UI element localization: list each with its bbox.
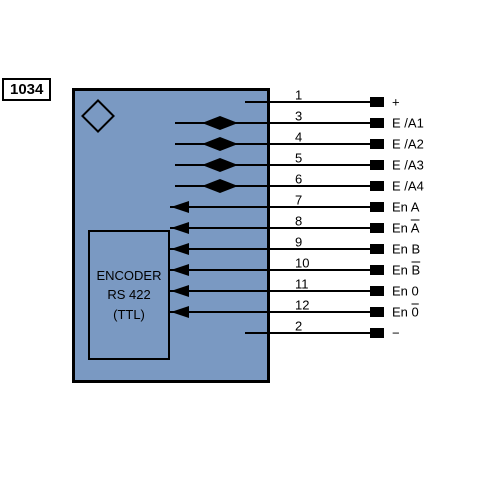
signal-line: [270, 143, 370, 145]
pin-number: 8: [295, 214, 302, 229]
signal-line: [175, 185, 270, 187]
signal-line: [175, 164, 270, 166]
signal-line: [270, 122, 370, 124]
pin-number: 5: [295, 151, 302, 166]
signal-line: [175, 143, 270, 145]
pin-number: 6: [295, 172, 302, 187]
arrow-in-icon: [171, 222, 189, 234]
pin-label: E /A1: [392, 116, 424, 131]
signal-line: [170, 248, 370, 250]
signal-line: [270, 332, 370, 334]
terminal-block: [370, 223, 384, 233]
pin-number: 7: [295, 193, 302, 208]
terminal-block: [370, 181, 384, 191]
pin-label: E /A3: [392, 158, 424, 173]
arrow-in-icon: [171, 201, 189, 213]
encoder-label-line: ENCODER: [90, 266, 168, 286]
terminal-block: [370, 97, 384, 107]
pin-number: 1: [295, 88, 302, 103]
signal-line: [170, 269, 370, 271]
pin-number: 9: [295, 235, 302, 250]
signal-line: [170, 311, 370, 313]
pin-label: −: [392, 326, 400, 341]
pin-number: 2: [295, 319, 302, 334]
encoder-label-line: (TTL): [90, 305, 168, 325]
pin-label: E /A2: [392, 137, 424, 152]
terminal-block: [370, 307, 384, 317]
pin-label: En A: [392, 221, 419, 236]
terminal-block: [370, 160, 384, 170]
terminal-block: [370, 202, 384, 212]
signal-line: [170, 227, 370, 229]
signal-line: [245, 332, 270, 334]
pin-label: E /A4: [392, 179, 424, 194]
pin-label: En A: [392, 200, 419, 215]
pin-number: 11: [295, 277, 309, 292]
encoder-box: ENCODERRS 422(TTL): [88, 230, 170, 360]
signal-line: [170, 290, 370, 292]
terminal-block: [370, 328, 384, 338]
arrow-in-icon: [171, 264, 189, 276]
terminal-block: [370, 244, 384, 254]
signal-line: [170, 206, 370, 208]
terminal-block: [370, 139, 384, 149]
terminal-block: [370, 118, 384, 128]
pin-label: En 0: [392, 284, 419, 299]
pin-label: En 0: [392, 305, 419, 320]
pin-label: En B: [392, 242, 420, 257]
signal-line: [270, 101, 370, 103]
signal-line: [270, 164, 370, 166]
terminal-block: [370, 286, 384, 296]
arrow-in-icon: [171, 243, 189, 255]
signal-line: [270, 185, 370, 187]
signal-line: [245, 101, 270, 103]
pin-number: 12: [295, 298, 309, 313]
pin-number: 4: [295, 130, 302, 145]
arrow-in-icon: [171, 285, 189, 297]
signal-line: [175, 122, 270, 124]
terminal-block: [370, 265, 384, 275]
pin-number: 10: [295, 256, 309, 271]
pin-label: +: [392, 95, 400, 110]
pin-label: En B: [392, 263, 420, 278]
id-label: 1034: [2, 78, 51, 101]
pin-number: 3: [295, 109, 302, 124]
arrow-in-icon: [171, 306, 189, 318]
encoder-label-line: RS 422: [90, 285, 168, 305]
